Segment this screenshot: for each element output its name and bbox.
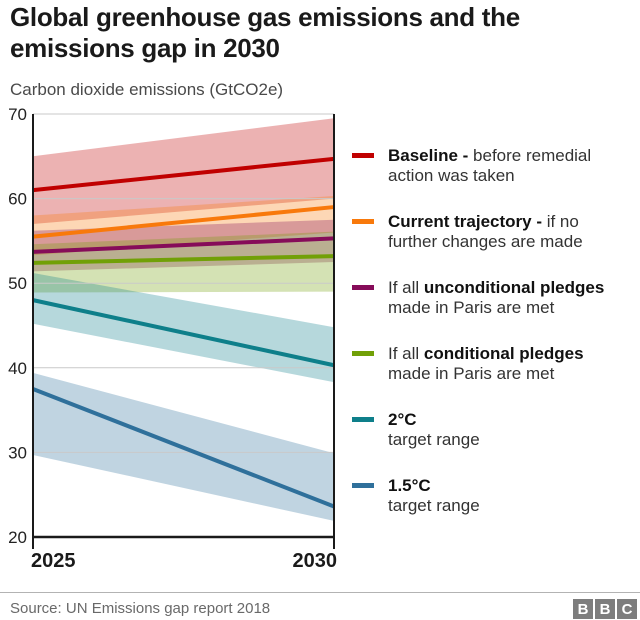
legend-item-current-trajectory: Current trajectory - if no further change… [352, 212, 634, 252]
legend-item-two-degrees: 2°C target range [352, 410, 634, 450]
y-tick-30: 30 [8, 443, 27, 462]
line-baseline [32, 156, 335, 193]
legend-label-line: Current trajectory - if no [388, 212, 583, 232]
legend-label-current-trajectory: Current trajectory - if no further change… [388, 212, 583, 252]
legend-label-regular: further changes are made [388, 232, 583, 251]
legend-label-unconditional-pledges: If all unconditional pledges made in Pari… [388, 278, 604, 318]
line-conditional-pledges [32, 254, 335, 265]
legend-label-line: further changes are made [388, 232, 583, 252]
source-attribution: Source: UN Emissions gap report 2018 [10, 600, 271, 617]
legend-label-two-degrees: 2°C target range [388, 410, 480, 450]
legend-label-regular: before remedial [473, 146, 592, 165]
legend-label-regular: target range [388, 496, 480, 515]
legend-item-baseline: Baseline - before remedial action was tak… [352, 146, 634, 186]
band-baseline [33, 118, 334, 224]
legend-label-regular: made in Paris are met [388, 364, 555, 383]
x-tick-2025: 2025 [31, 550, 76, 572]
legend-label-one-point-five-degrees: 1.5°C target range [388, 476, 480, 516]
legend-swatch-two-degrees [352, 417, 374, 422]
bbc-logo-block: B [573, 599, 593, 619]
legend-label-bold: unconditional pledges [423, 278, 605, 297]
legend-item-one-point-five-degrees: 1.5°C target range [352, 476, 634, 516]
legend-label-regular: If all [388, 344, 424, 363]
legend-swatch-one-point-five-degrees [352, 483, 374, 488]
bbc-logo-block: B [595, 599, 615, 619]
legend-label-line: If all unconditional pledges [388, 278, 604, 298]
legend-label-baseline: Baseline - before remedial action was tak… [388, 146, 591, 186]
legend-item-unconditional-pledges: If all unconditional pledges made in Pari… [352, 278, 634, 318]
legend-label-conditional-pledges: If all conditional pledges made in Paris … [388, 344, 584, 384]
legend-label-line: Baseline - before remedial [388, 146, 591, 166]
y-tick-60: 60 [8, 190, 27, 209]
legend-label-line: made in Paris are met [388, 298, 604, 318]
legend-swatch-unconditional-pledges [352, 285, 374, 290]
legend-label-regular: If all [388, 278, 424, 297]
y-tick-50: 50 [8, 274, 27, 293]
y-tick-70: 70 [8, 105, 27, 124]
chart-units-label: Carbon dioxide emissions (GtCO2e) [10, 80, 284, 99]
legend-label-regular: if no [546, 212, 579, 231]
line-one-point-five-degrees [32, 387, 335, 509]
legend-label-bold: 2°C [388, 410, 417, 429]
legend-label-line: target range [388, 496, 480, 516]
legend-swatch-current-trajectory [352, 219, 374, 224]
title-line-1: Global greenhouse gas emissions and the [10, 2, 520, 32]
header: Global greenhouse gas emissions and the … [10, 0, 630, 100]
line-unconditional-pledges [32, 236, 335, 254]
legend-swatch-baseline [352, 153, 374, 158]
legend-label-bold: conditional pledges [423, 344, 584, 363]
legend-label-regular: target range [388, 430, 480, 449]
legend-item-conditional-pledges: If all conditional pledges made in Paris … [352, 344, 634, 384]
legend-label-line: 1.5°C [388, 476, 480, 496]
legend-label-bold: Current trajectory - [388, 212, 547, 231]
bbc-logo-block: C [617, 599, 637, 619]
page-title: Global greenhouse gas emissions and the … [10, 0, 630, 64]
legend-label-regular: made in Paris are met [388, 298, 555, 317]
legend-label-bold: Baseline - [388, 146, 474, 165]
legend: Baseline - before remedial action was tak… [352, 146, 634, 542]
legend-label-line: made in Paris are met [388, 364, 584, 384]
title-line-2: emissions gap in 2030 [10, 33, 280, 63]
legend-swatch-conditional-pledges [352, 351, 374, 356]
line-current-trajectory [32, 205, 335, 239]
band-two-degrees [33, 273, 334, 383]
x-tick-2030: 2030 [293, 550, 338, 572]
legend-label-line: 2°C [388, 410, 480, 430]
legend-label-regular: action was taken [388, 166, 515, 185]
y-tick-20: 20 [8, 528, 27, 547]
legend-label-line: If all conditional pledges [388, 344, 584, 364]
legend-label-bold: 1.5°C [388, 476, 431, 495]
line-two-degrees [32, 298, 335, 368]
y-tick-40: 40 [8, 359, 27, 378]
band-current-trajectory [33, 196, 334, 256]
legend-label-line: target range [388, 430, 480, 450]
legend-label-line: action was taken [388, 166, 591, 186]
